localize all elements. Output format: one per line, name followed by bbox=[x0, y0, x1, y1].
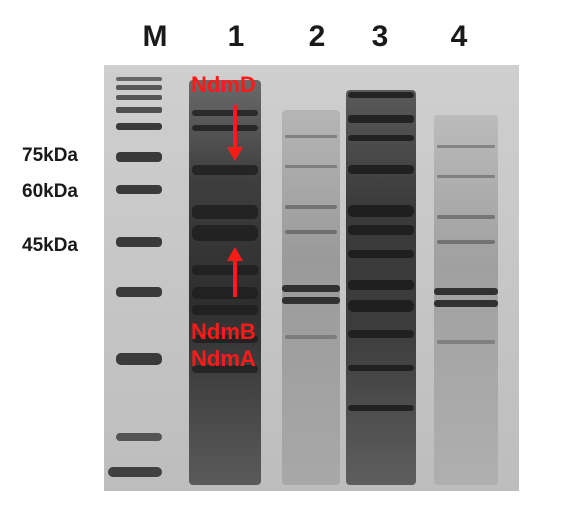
lane-1-smear bbox=[189, 80, 261, 485]
annotation-ndmb: NdmB bbox=[191, 319, 256, 344]
lane-label-4: 4 bbox=[450, 20, 468, 53]
lane-1-bands bbox=[192, 110, 258, 373]
annotation-ndma: NdmA bbox=[191, 346, 256, 371]
lane-label-marker: M bbox=[142, 20, 168, 53]
lane-label-1: 1 bbox=[227, 20, 245, 53]
lane-4-bands bbox=[434, 145, 498, 344]
lane-2-bands bbox=[282, 135, 340, 339]
mw-label-60: 60kDa bbox=[22, 181, 78, 202]
arrow-down-head bbox=[227, 147, 243, 161]
mw-label-75: 75kDa bbox=[22, 145, 78, 166]
gel-image bbox=[104, 65, 519, 491]
marker-bands bbox=[108, 77, 162, 477]
lane-label-3: 3 bbox=[371, 20, 389, 53]
annotation-ndmd: NdmD bbox=[191, 72, 256, 97]
arrow-up-head bbox=[227, 247, 243, 261]
lane-label-2: 2 bbox=[308, 20, 326, 53]
lane-3-bands bbox=[348, 92, 414, 411]
annotation-arrows bbox=[227, 105, 243, 297]
mw-label-45: 45kDa bbox=[22, 235, 78, 256]
